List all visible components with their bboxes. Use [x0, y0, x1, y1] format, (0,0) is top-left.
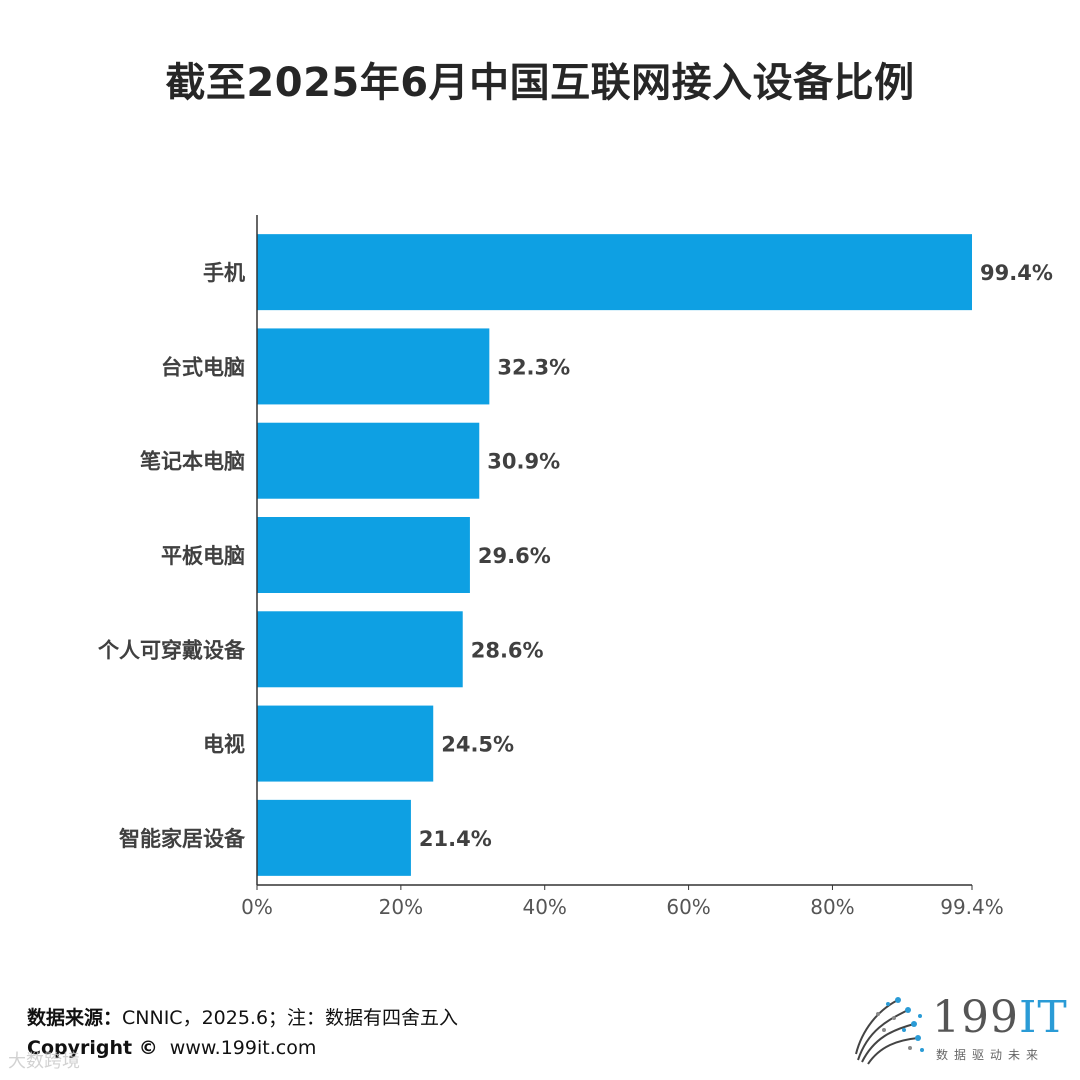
data-source-label: 数据来源： [27, 1007, 123, 1029]
data-label: 28.6% [471, 638, 544, 662]
data-label: 99.4% [980, 261, 1053, 285]
logo-wordmark: 199IT [932, 992, 1068, 1043]
x-tick-label: 40% [522, 895, 566, 919]
copyright-label: Copyright © [27, 1037, 158, 1059]
watermark: 大数跨境 [8, 1051, 80, 1072]
x-tick-label: 99.4% [940, 895, 1004, 919]
chart-title: 截至2025年6月中国互联网接入设备比例 [165, 60, 915, 106]
category-label: 电视 [203, 733, 245, 757]
x-tick-label: 60% [666, 895, 710, 919]
bar-0 [257, 234, 972, 311]
data-label: 30.9% [487, 450, 560, 474]
bar-4 [257, 611, 463, 688]
copyright-url[interactable]: www.199it.com [169, 1037, 317, 1059]
dot-swirl-logo-icon [855, 997, 924, 1065]
logo-tagline: 数据驱动未来 [936, 1048, 1045, 1062]
data-label: 21.4% [419, 827, 492, 851]
bar-1 [257, 328, 490, 405]
bar-2 [257, 422, 480, 499]
category-label: 笔记本电脑 [140, 450, 245, 474]
copyright-line: Copyright © www.199it.com [27, 1037, 316, 1059]
bar-5 [257, 705, 434, 782]
category-label: 手机 [203, 261, 245, 285]
bar-chart: 手机 99.4% 台式电脑 32.3% 笔记本电脑 30.9% 平板电脑 29.6% 个人可穿戴… [98, 215, 1053, 919]
x-tick-label: 80% [810, 895, 854, 919]
data-label: 32.3% [497, 355, 570, 379]
category-label: 智能家居设备 [119, 827, 246, 851]
brand-logo[interactable]: 199IT 数据驱动未来 [848, 990, 1068, 1070]
category-label: 个人可穿戴设备 [98, 638, 246, 662]
bar-6 [257, 799, 411, 876]
data-source-text: CNNIC，2025.6；注：数据有四舍五入 [122, 1007, 459, 1029]
x-tick-label: 20% [379, 895, 423, 919]
category-label: 平板电脑 [161, 544, 245, 568]
x-tick-label: 0% [241, 895, 273, 919]
data-label: 24.5% [441, 733, 514, 757]
data-source-note: 数据来源：CNNIC，2025.6；注：数据有四舍五入 [27, 1003, 458, 1030]
bar-3 [257, 517, 470, 593]
category-label: 台式电脑 [161, 355, 245, 379]
data-label: 29.6% [478, 544, 551, 568]
